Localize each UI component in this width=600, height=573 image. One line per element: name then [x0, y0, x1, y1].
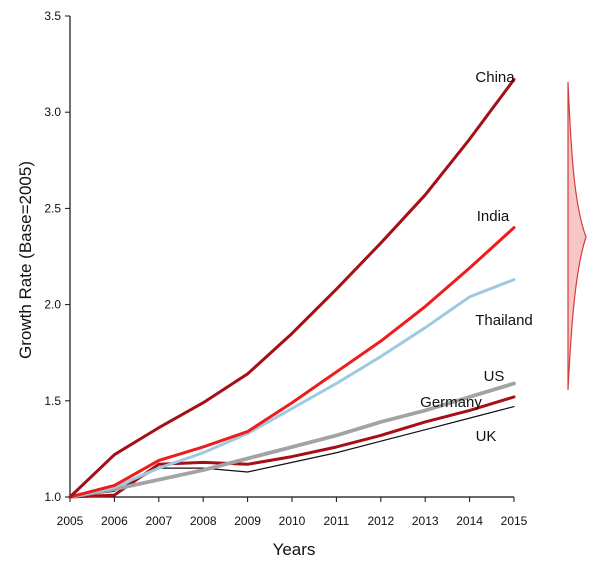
series-line-thailand	[68, 278, 516, 499]
growth-arrow-shape	[567, 81, 587, 391]
y-tick-label: 2.0	[44, 298, 61, 312]
y-tick-label: 2.5	[44, 201, 61, 215]
y-tick-label: 3.5	[44, 9, 61, 23]
series-label-china: China	[475, 69, 515, 86]
series-label-us: US	[484, 368, 505, 385]
series-label-uk: UK	[476, 428, 497, 445]
x-tick-label: 2006	[101, 514, 128, 528]
x-tick-label: 2013	[412, 514, 439, 528]
y-tick-label: 3.0	[44, 105, 61, 119]
y-tick-label: 1.5	[44, 394, 61, 408]
x-tick-label: 2012	[367, 514, 394, 528]
axes	[69, 16, 514, 498]
y-tick-label: 1.0	[44, 490, 61, 504]
series-line-india	[68, 226, 516, 499]
series-label-germany: Germany	[420, 394, 482, 411]
series-lines	[68, 77, 516, 499]
series-label-india: India	[477, 208, 510, 225]
x-tick-label: 2005	[57, 514, 84, 528]
ticks: 1.0 1.5 2.0 2.5 3.0 3.5 2005 2006 2007 2008 2009 20…	[44, 9, 527, 528]
series-line-china	[68, 77, 516, 499]
x-tick-label: 2007	[145, 514, 172, 528]
x-tick-label: 2014	[456, 514, 483, 528]
x-tick-label: 2015	[501, 514, 528, 528]
x-tick-label: 2010	[279, 514, 306, 528]
x-tick-label: 2011	[323, 514, 349, 528]
series-label-thailand: Thailand	[475, 312, 533, 329]
growth-arrow	[567, 81, 587, 391]
y-axis-title: Growth Rate (Base=2005)	[16, 161, 35, 359]
x-axis-title: Years	[273, 540, 316, 559]
series-line-us	[68, 381, 516, 499]
x-tick-label: 2009	[234, 514, 261, 528]
x-tick-label: 2008	[190, 514, 217, 528]
